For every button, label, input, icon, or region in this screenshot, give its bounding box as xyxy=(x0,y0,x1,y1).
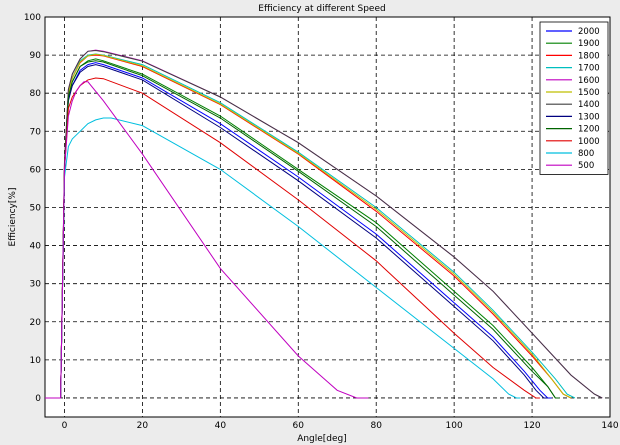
legend-entry-800: 800 xyxy=(578,149,594,159)
y-tick-label: 100 xyxy=(24,13,41,23)
grid xyxy=(45,16,611,417)
legend-entry-500: 500 xyxy=(578,161,594,171)
y-tick-label: 40 xyxy=(30,242,42,252)
y-tick-label: 90 xyxy=(30,51,42,61)
x-tick-label: 140 xyxy=(601,421,618,431)
legend-entry-1200: 1200 xyxy=(578,125,600,135)
legend-entry-1500: 1500 xyxy=(578,88,600,98)
x-tick-label: 40 xyxy=(215,421,227,431)
legend-entry-2000: 2000 xyxy=(578,27,600,37)
legend: 2000 1900 1800 1700 1600 1500 1400 1300 1200 1000… xyxy=(539,21,609,175)
y-tick-label: 20 xyxy=(30,318,42,328)
series-line-500 xyxy=(45,81,369,399)
legend-entry-1700: 1700 xyxy=(578,64,600,74)
legend-box xyxy=(539,21,609,175)
y-tick-label: 80 xyxy=(30,89,42,99)
legend-entry-1600: 1600 xyxy=(578,76,600,86)
legend-entry-1300: 1300 xyxy=(578,112,600,122)
x-tick-label: 100 xyxy=(446,421,463,431)
x-axis-label: Angle[deg] xyxy=(297,434,347,444)
series-lines xyxy=(45,49,603,399)
y-tick-label: 60 xyxy=(30,165,42,175)
y-tick-label: 0 xyxy=(35,394,41,404)
x-tick-label: 0 xyxy=(62,421,68,431)
legend-entry-1000: 1000 xyxy=(578,137,600,147)
x-tick-label: 120 xyxy=(523,421,540,431)
legend-entry-1900: 1900 xyxy=(578,39,600,49)
chart-title: Efficiency at different Speed xyxy=(258,4,385,14)
plot-area xyxy=(44,16,611,418)
series-line-800 xyxy=(45,117,521,399)
series-line-1200 xyxy=(45,60,560,399)
legend-entry-1800: 1800 xyxy=(578,51,600,61)
x-tick-label: 80 xyxy=(370,421,382,431)
series-line-1400 xyxy=(45,49,603,399)
y-axis-label: Efficiency[%] xyxy=(8,188,18,247)
y-tick-label: 50 xyxy=(30,203,42,213)
x-tick-label: 20 xyxy=(137,421,149,431)
y-tick-label: 30 xyxy=(30,280,42,290)
y-tick-label: 70 xyxy=(30,127,42,137)
legend-entry-1400: 1400 xyxy=(578,100,600,110)
y-tick-label: 10 xyxy=(30,356,42,366)
x-tick-label: 60 xyxy=(293,421,305,431)
